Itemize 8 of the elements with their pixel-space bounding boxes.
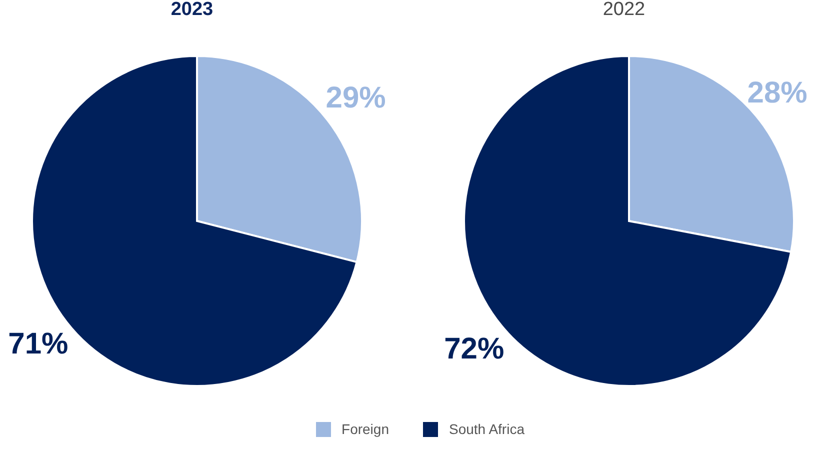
- data-label: 28%: [747, 76, 808, 110]
- data-label: 71%: [8, 328, 68, 361]
- data-label: 72%: [444, 332, 504, 366]
- legend-label: South Africa: [448, 421, 524, 437]
- legend-label: Foreign: [342, 421, 389, 437]
- slice-label: 2023: [170, 0, 214, 20]
- data-label: 29%: [326, 81, 386, 114]
- slice-label: 2022: [602, 0, 646, 20]
